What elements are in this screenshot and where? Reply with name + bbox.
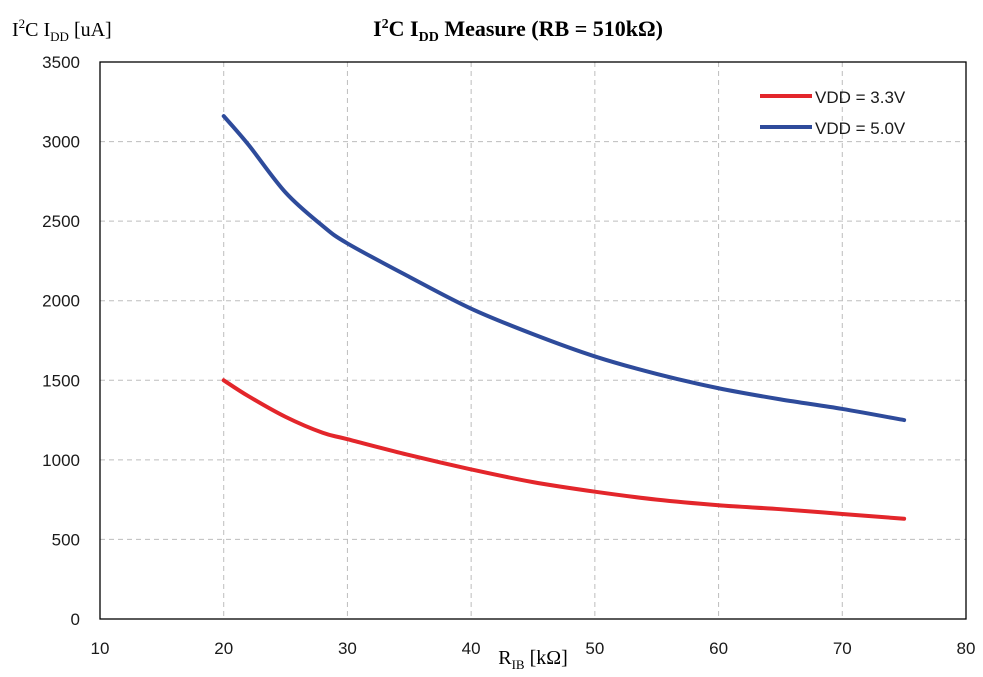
- x-tick-label: 40: [462, 639, 481, 658]
- y-tick-label: 500: [52, 530, 80, 549]
- y-tick-label: 3500: [42, 53, 80, 72]
- grid: [100, 62, 966, 619]
- y-tick-label: 3000: [42, 133, 80, 152]
- tick-labels: 10 20 30 40 50 60 70 80 0 500 1000 1500 2000 2500 3000…: [42, 53, 975, 658]
- x-tick-label: 50: [585, 639, 604, 658]
- x-tick-label: 20: [214, 639, 233, 658]
- series-line-vdd-3-3v: [221, 378, 907, 521]
- y-tick-label: 1500: [42, 371, 80, 390]
- x-tick-label: 80: [957, 639, 976, 658]
- y-tick-label: 2500: [42, 212, 80, 231]
- y-tick-label: 0: [71, 610, 80, 629]
- x-tick-label: 70: [833, 639, 852, 658]
- series-line-vdd-5-0v: [221, 114, 907, 423]
- legend-label-vdd-3-3v: VDD = 3.3V: [815, 88, 906, 107]
- x-tick-label: 30: [338, 639, 357, 658]
- x-axis-label: RIB [kΩ]: [498, 647, 568, 672]
- plot-frame: [99, 61, 967, 620]
- x-tick-label: 60: [709, 639, 728, 658]
- legend-label-vdd-5-0v: VDD = 5.0V: [815, 119, 906, 138]
- chart-title: I2C IDD Measure (RB = 510kΩ): [373, 16, 663, 45]
- x-tick-label: 10: [91, 639, 110, 658]
- legend: VDD = 3.3V VDD = 5.0V: [760, 88, 906, 138]
- series-lines: [221, 114, 907, 521]
- y-tick-label: 1000: [42, 451, 80, 470]
- y-tick-label: 2000: [42, 292, 80, 311]
- y-axis-label: I2C IDD [uA]: [12, 16, 112, 44]
